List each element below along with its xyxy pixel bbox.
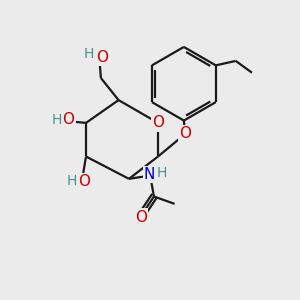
- Text: H: H: [157, 166, 167, 180]
- Text: O: O: [152, 116, 164, 130]
- Text: H: H: [51, 113, 62, 127]
- Text: H: H: [84, 47, 94, 61]
- Text: O: O: [62, 112, 74, 128]
- Text: N: N: [144, 167, 155, 182]
- Text: H: H: [67, 174, 77, 188]
- Text: O: O: [179, 126, 191, 141]
- Text: O: O: [135, 210, 147, 225]
- Text: O: O: [96, 50, 108, 65]
- Text: O: O: [79, 174, 91, 189]
